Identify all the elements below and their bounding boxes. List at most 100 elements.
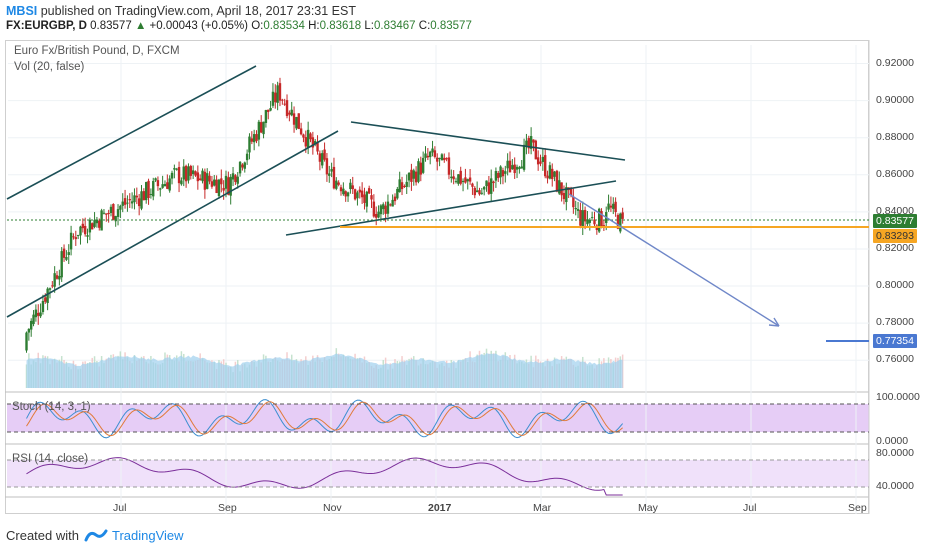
candle-body <box>62 248 66 258</box>
candle-body <box>276 85 279 103</box>
tradingview-logo-icon[interactable] <box>84 528 108 542</box>
candle-body <box>407 172 411 181</box>
candle-body <box>182 166 185 180</box>
price-change: +0.00043 (+0.05%) <box>149 20 248 32</box>
candle-body <box>304 137 307 147</box>
candle-body <box>586 219 589 225</box>
candle-body <box>264 110 268 123</box>
author-name[interactable]: MBSI <box>6 4 38 18</box>
candle-body <box>243 162 246 169</box>
candle-body <box>189 165 192 176</box>
candle-body <box>548 165 552 179</box>
candle-body <box>198 178 202 180</box>
candle-body <box>98 220 101 228</box>
candle-body <box>69 232 73 250</box>
oscillator-tick-label: 80.0000 <box>876 447 914 459</box>
stoch-series <box>26 399 624 439</box>
candle-body <box>346 192 350 197</box>
candle-body <box>370 195 373 200</box>
candle-body <box>241 164 244 168</box>
candle-body <box>532 139 535 143</box>
candle-body <box>274 92 277 103</box>
candle-body <box>539 161 542 164</box>
candle-body <box>311 137 315 148</box>
candle-body <box>309 133 312 140</box>
candle-body <box>398 179 401 193</box>
candle-body <box>337 182 340 185</box>
candle-body <box>440 154 444 161</box>
candle-body <box>323 149 326 160</box>
time-tick-label: Mar <box>533 502 552 514</box>
candle-body <box>53 273 56 287</box>
candle-body <box>152 181 155 197</box>
candle-body <box>72 236 75 238</box>
candle-body <box>529 136 533 149</box>
candle-body <box>318 153 322 162</box>
candle-body <box>377 211 380 218</box>
candle-body <box>454 181 458 183</box>
price-tick-label: 0.86000 <box>876 167 914 180</box>
candle-body <box>119 205 122 210</box>
candle-body <box>220 178 223 185</box>
candle-body <box>553 171 556 177</box>
candle-body <box>137 198 141 207</box>
candle-body <box>55 275 59 279</box>
candle-body <box>506 160 509 169</box>
drawing-tools <box>6 65 869 342</box>
volume-pane-title: Vol (20, false) <box>14 61 85 73</box>
rsi-pane-title: RSI (14, close) <box>12 453 89 465</box>
rsi-line <box>26 457 623 496</box>
candle-body <box>372 201 376 217</box>
candle-body <box>203 171 207 190</box>
candle-body <box>278 83 282 101</box>
candle-body <box>405 181 408 187</box>
candle-body <box>447 157 451 175</box>
candle-body <box>471 183 474 187</box>
candle-body <box>546 175 549 179</box>
candle-body <box>588 219 591 223</box>
candle-body <box>410 169 413 182</box>
close-value: 0.83577 <box>430 20 472 32</box>
candle-body <box>511 165 514 170</box>
candle-body <box>105 213 108 215</box>
candle-body <box>229 176 232 196</box>
candle-body <box>173 168 176 170</box>
oscillator-tick-label: 100.0000 <box>876 391 920 403</box>
candle-body <box>513 164 516 174</box>
candle-body <box>321 153 324 166</box>
candle-body <box>102 212 106 214</box>
candle-body <box>292 113 296 125</box>
candle-body <box>156 180 160 187</box>
candle-body <box>419 162 423 175</box>
candle-body <box>431 148 434 153</box>
grid-lines <box>8 45 869 514</box>
candle-body <box>142 191 146 201</box>
candle-body <box>91 223 94 230</box>
trendline-triangle-upper <box>350 121 626 161</box>
candle-body <box>358 189 361 193</box>
candle-body <box>522 144 526 170</box>
candle-body <box>445 158 448 160</box>
support-price-badge: 0.83293 <box>873 229 917 243</box>
candle-body <box>560 182 563 196</box>
candle-body <box>32 314 35 325</box>
candle-body <box>466 179 469 182</box>
candle-body <box>569 188 573 196</box>
candle-body <box>281 99 284 101</box>
tradingview-brand-link[interactable]: TradingView <box>112 528 184 543</box>
oscillator-tick-label: 0.0000 <box>876 435 909 447</box>
created-with-label: Created with <box>6 528 79 543</box>
candle-body <box>168 178 171 191</box>
candle-body <box>443 157 446 161</box>
candle-body <box>166 182 169 189</box>
candle-body <box>41 300 45 312</box>
candle-body <box>428 151 432 158</box>
candle-body <box>231 173 235 180</box>
candle-body <box>224 175 228 189</box>
candle-body <box>609 205 613 208</box>
candle-body <box>187 166 190 181</box>
publish-header: MBSI published on TradingView.com, April… <box>6 4 356 18</box>
candle-body <box>344 191 347 197</box>
candle-body <box>487 182 491 194</box>
